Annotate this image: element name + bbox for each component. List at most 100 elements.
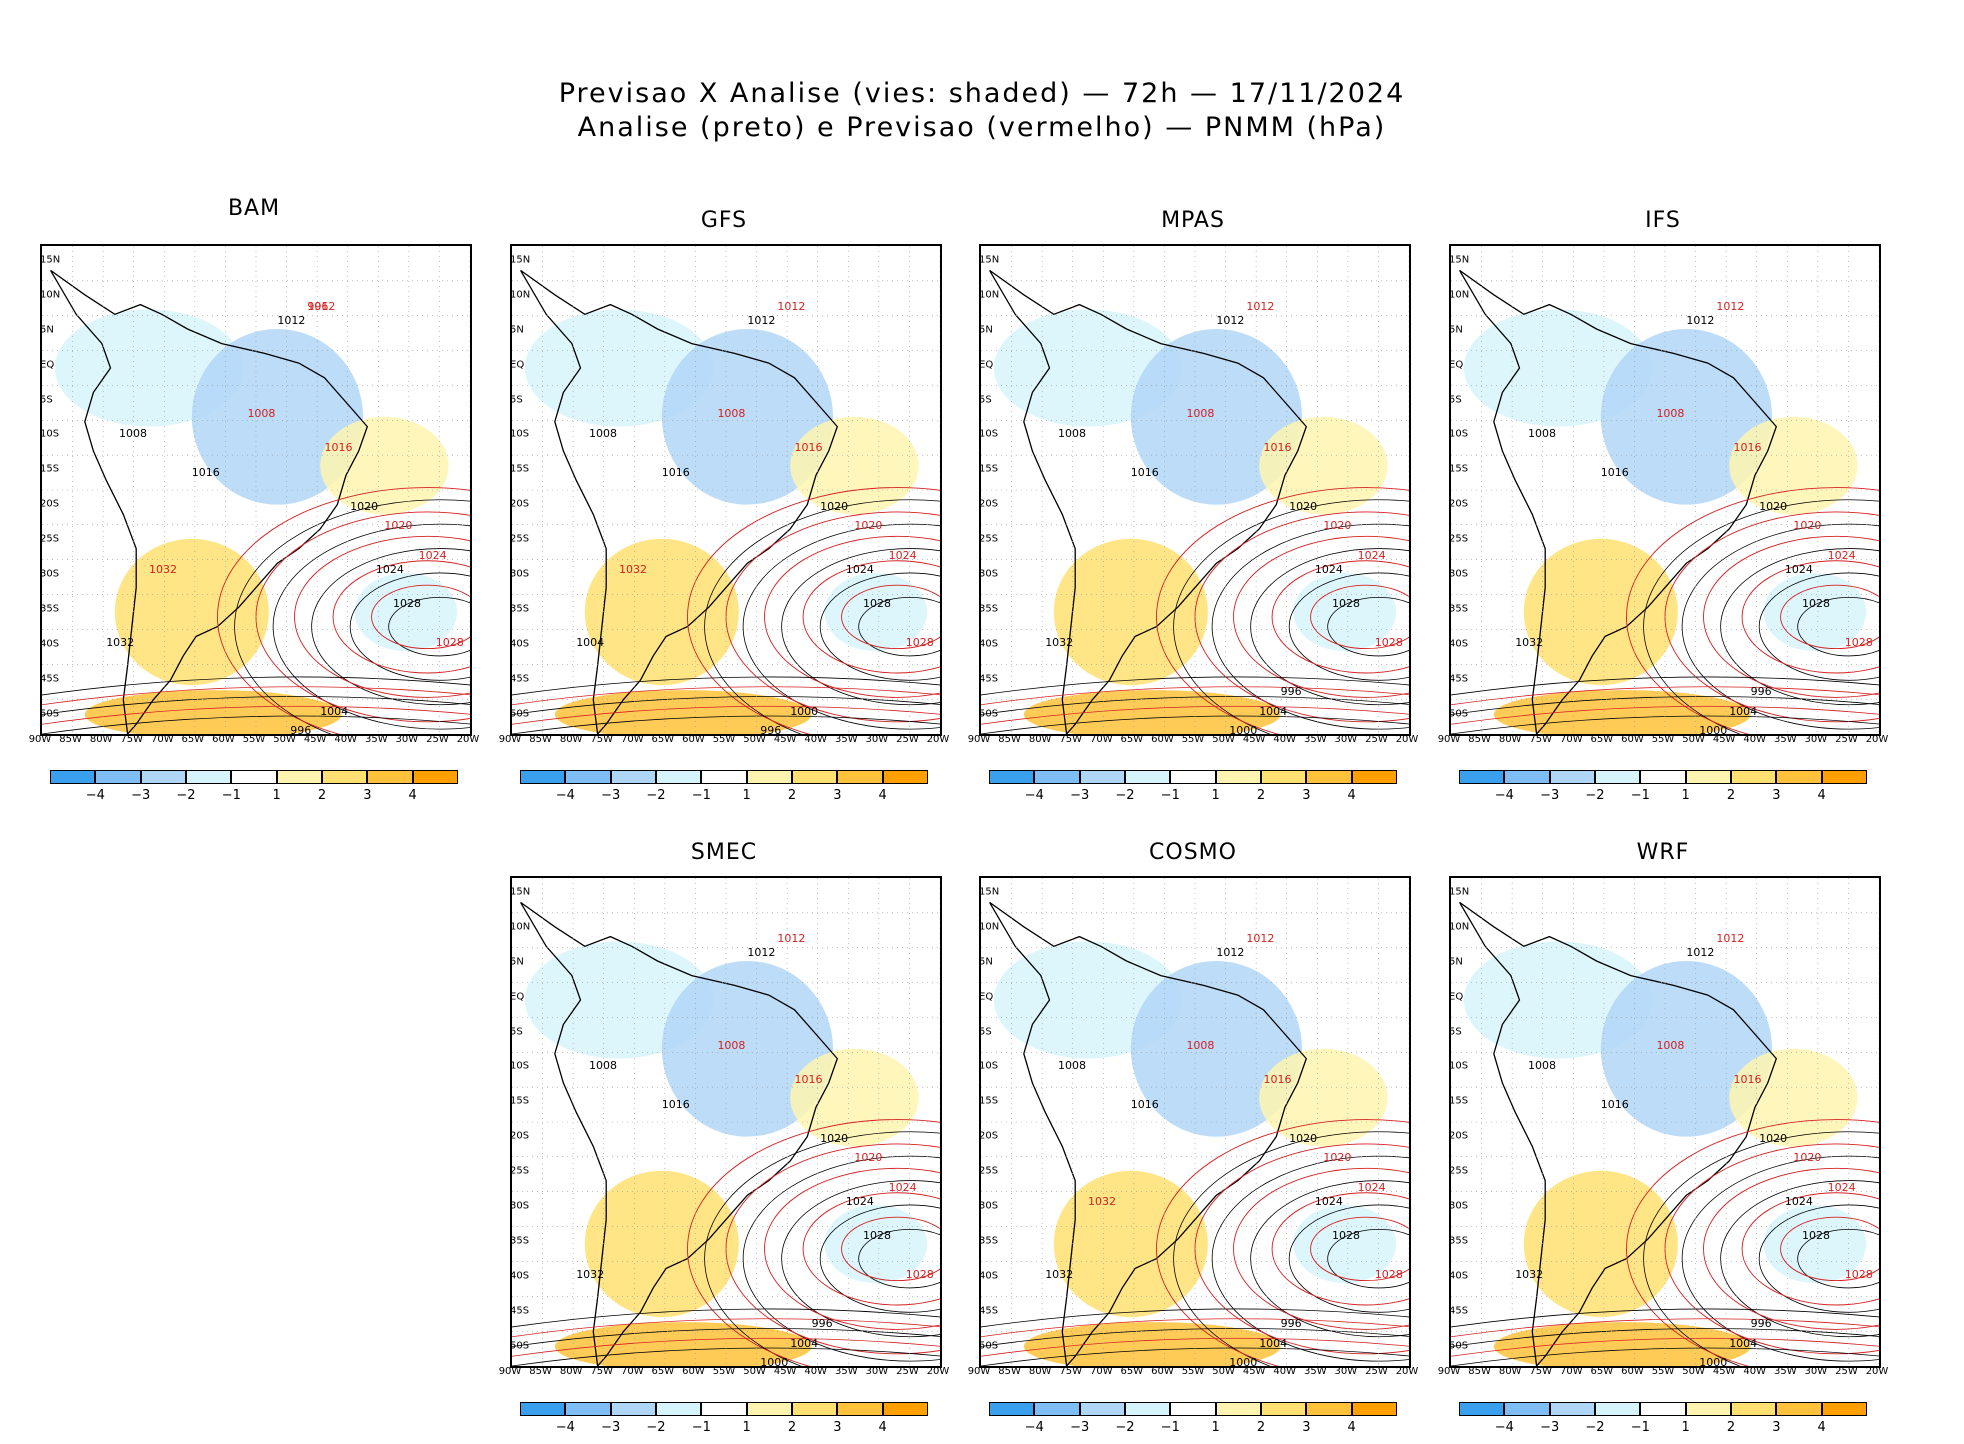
bias-shading-5 [1763, 1204, 1867, 1284]
contour-label-analysis: 1020 [1759, 499, 1788, 513]
contour-label-forecast: 1008 [247, 407, 276, 421]
colorbar: −4 −3 −2 −1 1 2 3 4 [520, 1402, 928, 1442]
isobar-black-1 [1288, 572, 1409, 681]
isobar-black-0 [1797, 1228, 1879, 1289]
lon-tick-label: 60W [1621, 1366, 1644, 1377]
isobar-red-0 [841, 584, 940, 650]
colorbar-label: 4 [408, 788, 417, 803]
lon-tick-label: 75W [1529, 1366, 1553, 1377]
contour-label-analysis: 1012 [1686, 946, 1715, 960]
isobar-black-4 [234, 499, 470, 734]
figure-title-line2: Analise (preto) e Previsao (vermelho) — … [577, 112, 1387, 143]
isobar-south-1 [981, 1318, 1409, 1338]
coastline [989, 901, 1308, 1366]
colorbar-label: −1 [691, 1420, 711, 1435]
colorbar-label: −1 [1630, 1420, 1650, 1435]
colorbar-label: −1 [691, 788, 711, 803]
isobar-south-1 [1451, 686, 1879, 706]
contour-label-analysis: 1032 [1045, 1268, 1074, 1282]
colorbar-segment [1215, 770, 1261, 784]
contour-label-forecast: 1024 [418, 548, 447, 562]
colorbar-segment [746, 1402, 792, 1416]
contour-label-forecast: 1024 [1357, 548, 1386, 562]
map-area: 1012 1008 1016 1020 1024 1028 1032 1004 1000 996 1… [510, 876, 942, 1368]
contour-label-forecast: 1024 [1827, 548, 1856, 562]
lon-tick-label: 80W [1498, 734, 1522, 745]
contour-label-analysis: 1016 [1130, 465, 1159, 479]
isobar-red-1 [802, 560, 940, 674]
lon-tick-label: 20W [1395, 1366, 1419, 1377]
lon-tick-label: 75W [1529, 734, 1553, 745]
isobar-red-2 [294, 535, 470, 698]
contour-label-analysis: 1032 [1045, 636, 1074, 650]
isobar-red-0 [1310, 1216, 1409, 1282]
contour-label-forecast: 1028 [905, 636, 934, 650]
lon-tick-label: 20W [1395, 734, 1419, 745]
colorbar-segment [610, 1402, 656, 1416]
colorbar-segment [1459, 770, 1505, 784]
lon-tick-label: 85W [1468, 734, 1491, 745]
colorbar-label: −2 [1115, 788, 1135, 803]
contour-label-forecast: 1020 [1323, 519, 1352, 533]
bias-shading-5 [824, 572, 928, 652]
contour-label-analysis: 996 [290, 724, 312, 736]
colorbar-segment [1034, 770, 1080, 784]
bias-shading-1 [661, 960, 833, 1137]
lon-tick-label: 90W [1437, 734, 1461, 745]
lon-tick-label: 25W [426, 734, 449, 745]
contour-label-analysis: 1000 [1699, 1356, 1728, 1368]
isobar-red-4 [217, 487, 470, 734]
map-svg [512, 246, 940, 734]
lon-tick-label: 75W [1059, 734, 1083, 745]
contour-label-forecast: 1016 [324, 441, 353, 455]
isobar-red-0 [841, 1216, 940, 1282]
lon-tick-label: 85W [1468, 1366, 1491, 1377]
contour-label-analysis: 1032 [1515, 636, 1544, 650]
contour-label-analysis: 1000 [1229, 724, 1258, 736]
map-panel-mpas: MPAS 1012 1008 1016 1020 1024 1028 1032 1004 1000… [968, 208, 1419, 812]
contour-label-analysis: 1008 [589, 426, 618, 440]
isobar-black-2 [1250, 548, 1409, 706]
contour-label-forecast: 1008 [717, 407, 746, 421]
contour-label-analysis: 1000 [790, 704, 819, 718]
colorbar-segment [412, 770, 458, 784]
isobar-red-4 [1156, 1119, 1409, 1366]
contour-label-forecast: 1008 [1656, 1039, 1685, 1053]
coastline [989, 269, 1308, 734]
isobar-south-0 [512, 676, 940, 696]
lon-tick-label: 40W [804, 1366, 828, 1377]
isobar-black-3 [742, 1155, 940, 1362]
colorbar-label: −2 [646, 788, 666, 803]
contour-label-forecast: 1028 [1844, 636, 1873, 650]
lon-tick-label: 50W [1682, 1366, 1705, 1377]
lon-tick-label: 35W [834, 1366, 858, 1377]
colorbar-segment [1034, 1402, 1080, 1416]
isobar-black-0 [1797, 596, 1879, 657]
lon-tick-label: 35W [364, 734, 388, 745]
bias-shading-1 [1600, 960, 1772, 1137]
bias-shading-4 [1023, 1322, 1281, 1366]
coastline [520, 901, 839, 1366]
contour-label-analysis: 1004 [1729, 1336, 1758, 1350]
contour-label-forecast: 1012 [1246, 931, 1275, 945]
isobar-red-0 [371, 584, 470, 650]
lon-tick-label: 80W [89, 734, 113, 745]
contour-label-forecast: 1028 [1374, 1268, 1403, 1282]
colorbar-segment [1351, 770, 1397, 784]
bias-shading-1 [1600, 328, 1772, 505]
colorbar-label: 2 [317, 788, 327, 803]
panel-title: SMEC [690, 840, 758, 865]
isobar-south-2 [981, 696, 1409, 715]
lon-tick-label: 45W [1242, 1366, 1266, 1377]
contour-label-analysis: 1032 [1515, 1268, 1544, 1282]
contour-label-analysis: 1028 [862, 597, 891, 611]
colorbar-segment [792, 770, 838, 784]
lon-tick-label: 70W [620, 734, 644, 745]
contour-label-analysis: 1016 [191, 465, 220, 479]
contour-label-forecast: 1024 [1357, 1180, 1386, 1194]
lon-tick-label: 25W [896, 1366, 919, 1377]
colorbar-label: 2 [1256, 1420, 1266, 1435]
isobar-red-2 [1233, 1167, 1409, 1330]
colorbar-segment [882, 770, 928, 784]
contour-label-analysis: 1020 [1759, 1131, 1788, 1145]
